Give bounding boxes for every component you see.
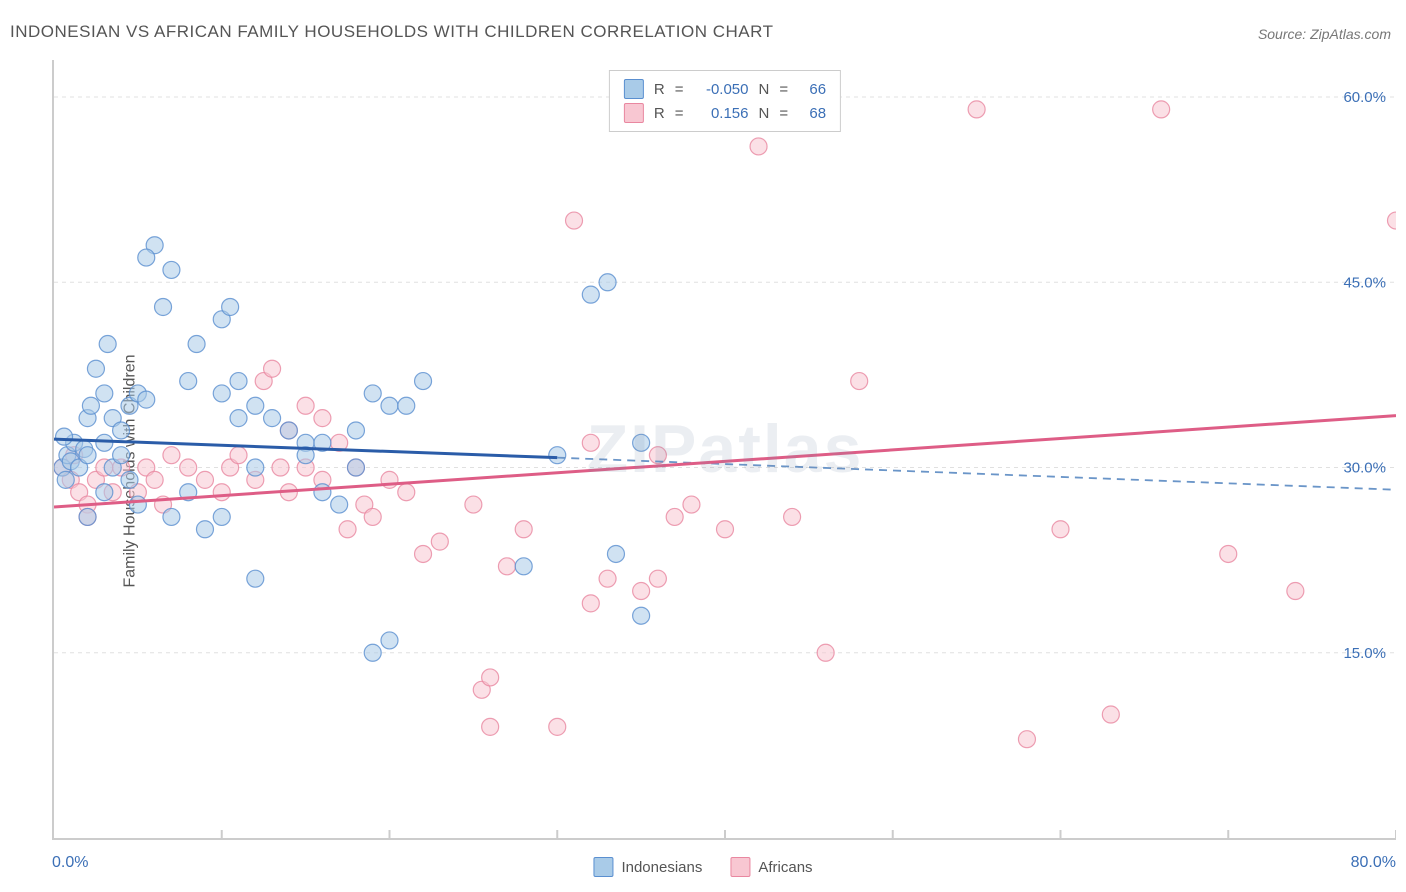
legend-row-africans: R = 0.156 N = 68	[624, 101, 826, 125]
chart-plot-area: ZIPatlas R = -0.050 N = 66 R = 0.156 N	[52, 60, 1396, 840]
swatch-indonesians	[593, 857, 613, 877]
swatch-africans	[730, 857, 750, 877]
n-value-africans: 68	[798, 105, 826, 122]
eq-sign: =	[675, 81, 684, 98]
n-label: N	[759, 81, 770, 98]
legend-label: Africans	[758, 859, 812, 876]
chart-title: INDONESIAN VS AFRICAN FAMILY HOUSEHOLDS …	[10, 22, 773, 42]
n-label: N	[759, 105, 770, 122]
n-value-indonesians: 66	[798, 81, 826, 98]
swatch-indonesians	[624, 79, 644, 99]
eq-sign: =	[779, 81, 788, 98]
legend-item-indonesians: Indonesians	[593, 857, 702, 877]
svg-text:45.0%: 45.0%	[1343, 274, 1386, 291]
scatter-plot-svg: 15.0% 30.0% 45.0% 60.0%	[54, 60, 1396, 838]
svg-text:60.0%: 60.0%	[1343, 89, 1386, 106]
r-label: R	[654, 81, 665, 98]
r-value-africans: 0.156	[694, 105, 749, 122]
series-legend: Indonesians Africans	[593, 857, 812, 877]
r-value-indonesians: -0.050	[694, 81, 749, 98]
x-axis-min-label: 0.0%	[52, 854, 88, 872]
source-attribution: Source: ZipAtlas.com	[1258, 26, 1391, 42]
r-label: R	[654, 105, 665, 122]
chart-container: INDONESIAN VS AFRICAN FAMILY HOUSEHOLDS …	[0, 0, 1406, 892]
legend-row-indonesians: R = -0.050 N = 66	[624, 77, 826, 101]
swatch-africans	[624, 103, 644, 123]
legend-label: Indonesians	[621, 859, 702, 876]
x-axis-max-label: 80.0%	[1351, 854, 1396, 872]
correlation-legend: R = -0.050 N = 66 R = 0.156 N = 68	[609, 70, 841, 132]
plot-wrap: Family Households with Children ZIPatlas…	[0, 50, 1406, 892]
legend-item-africans: Africans	[730, 857, 812, 877]
eq-sign: =	[779, 105, 788, 122]
svg-text:15.0%: 15.0%	[1343, 645, 1386, 662]
svg-text:30.0%: 30.0%	[1343, 460, 1386, 477]
eq-sign: =	[675, 105, 684, 122]
